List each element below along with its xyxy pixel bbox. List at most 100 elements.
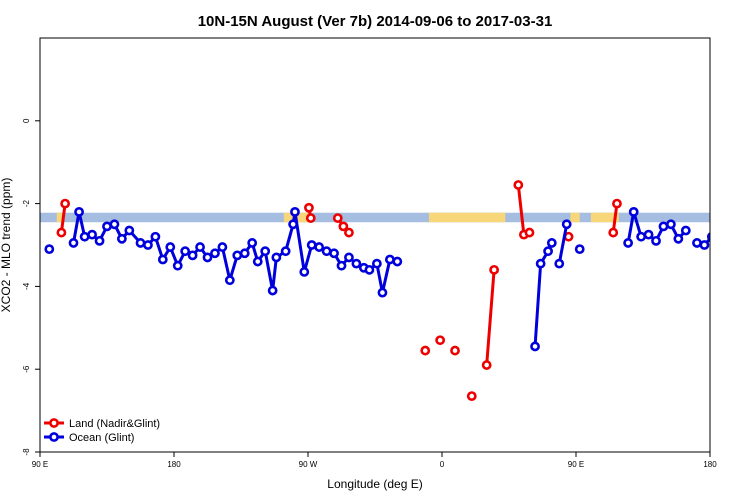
data-point: [546, 238, 557, 248]
legend-item: Land (Nadir&Glint): [44, 418, 160, 430]
data-point: [239, 248, 250, 259]
data-point: [466, 391, 477, 402]
data-point: [252, 256, 263, 267]
data-point: [513, 180, 524, 190]
data-point: [94, 235, 105, 246]
series-line: [485, 269, 496, 366]
coverage-band: [40, 212, 710, 223]
data-point: [623, 238, 634, 248]
data-point: [420, 345, 431, 356]
data-point: [612, 198, 622, 209]
data-point: [56, 227, 67, 238]
data-point: [157, 254, 168, 265]
data-point: [224, 275, 235, 286]
data-point: [305, 213, 316, 223]
data-point: [371, 258, 382, 269]
data-point: [68, 238, 79, 248]
data-point: [271, 252, 282, 263]
series-line: [533, 242, 554, 347]
data-point: [716, 256, 723, 263]
data-point: [102, 221, 112, 232]
data-point: [384, 254, 395, 265]
data-point: [543, 246, 553, 257]
data-point: [336, 260, 347, 271]
data-point: [135, 238, 146, 248]
x-tick-label: 90 E: [32, 460, 48, 469]
x-tick-label: 90 W: [299, 460, 318, 469]
data-point: [608, 227, 619, 238]
data-point: [187, 250, 198, 261]
data-point: [247, 238, 258, 248]
series-1: [44, 206, 723, 352]
data-point: [692, 238, 702, 248]
x-tick-label: 90 E: [568, 460, 584, 469]
y-tick-label: 0: [22, 118, 31, 123]
legend-swatch-marker: [49, 418, 59, 428]
x-tick-label: 180: [703, 460, 717, 469]
data-point: [124, 225, 135, 236]
plot-frame: [39, 37, 711, 453]
data-point: [338, 221, 349, 232]
plot-area: [40, 180, 723, 402]
y-tick-label: -6: [22, 365, 31, 373]
y-tick-label: -4: [22, 282, 31, 290]
data-point: [554, 258, 565, 269]
y-axis: 0 -2 -4 -6 -8: [22, 118, 40, 456]
legend-swatch-marker: [49, 432, 59, 442]
data-point: [321, 246, 332, 257]
data-point: [260, 246, 271, 257]
data-point: [636, 231, 647, 242]
data-point: [680, 225, 691, 236]
data-point: [210, 248, 220, 259]
data-point: [217, 242, 228, 252]
x-axis-label: Longitude (deg E): [327, 477, 422, 491]
data-point: [304, 202, 314, 213]
data-point: [74, 206, 84, 217]
data-point: [143, 240, 153, 250]
data-point: [180, 246, 191, 257]
data-point: [329, 248, 339, 259]
data-point: [172, 260, 183, 271]
land-band-segment: [570, 212, 580, 223]
data-point: [628, 206, 639, 217]
legend-item: Ocean (Glint): [44, 432, 134, 444]
land-band-segment: [56, 212, 63, 223]
data-point: [165, 242, 176, 252]
data-point: [79, 231, 90, 242]
data-point: [116, 233, 127, 244]
legend-label: Land (Nadir&Glint): [69, 418, 160, 430]
series-0: [56, 180, 622, 402]
data-point: [666, 219, 676, 230]
data-point: [673, 233, 684, 244]
data-point: [489, 264, 500, 275]
data-point: [377, 287, 388, 298]
data-point: [530, 341, 540, 352]
data-point: [60, 198, 71, 209]
data-point: [643, 229, 654, 240]
x-tick-label: 0: [440, 460, 445, 469]
x-tick-label: 180: [167, 460, 181, 469]
data-point: [202, 252, 213, 263]
data-point: [351, 258, 362, 269]
data-point: [267, 285, 278, 296]
data-point: [332, 213, 343, 223]
data-point: [232, 250, 243, 261]
data-point: [87, 229, 98, 240]
data-point: [651, 235, 661, 246]
x-axis: 90 E 180 90 W 0 90 E 180: [32, 452, 717, 469]
data-point: [150, 231, 161, 242]
data-point: [299, 267, 310, 277]
series-line: [516, 184, 530, 237]
data-point: [364, 264, 375, 275]
chart-title: 10N-15N August (Ver 7b) 2014-09-06 to 20…: [198, 13, 553, 30]
y-axis-label: XCO2 - MLO trend (ppm): [0, 178, 13, 313]
land-band-segment: [428, 212, 506, 223]
data-point: [561, 219, 572, 230]
data-point: [699, 240, 710, 250]
data-point: [44, 244, 55, 255]
data-point: [524, 227, 535, 238]
data-point: [344, 252, 354, 263]
data-point: [450, 345, 460, 356]
legend-label: Ocean (Glint): [69, 432, 134, 444]
